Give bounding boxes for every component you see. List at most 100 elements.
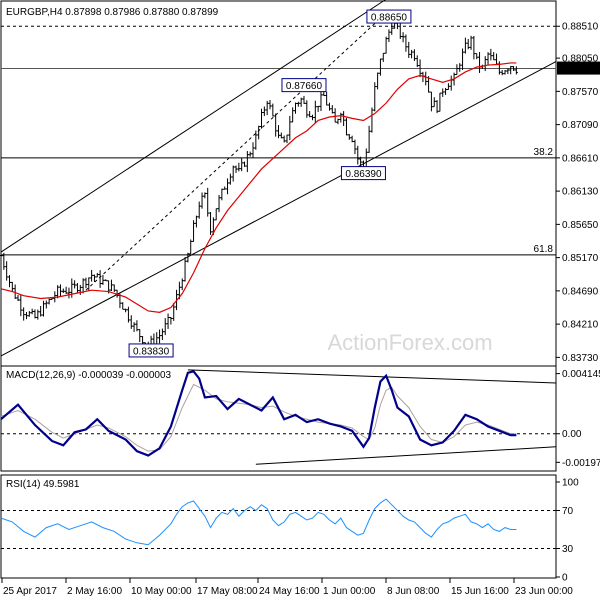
macd-trend-line <box>255 446 557 465</box>
ohlc-bar <box>370 107 374 133</box>
last-price-box <box>557 61 600 75</box>
ohlc-bar <box>61 288 65 294</box>
ohlc-bar <box>226 178 230 195</box>
watermark: ActionForex.com <box>327 330 492 355</box>
ohlc-bar <box>217 194 221 213</box>
ohlc-bar <box>237 162 241 172</box>
price-annotation: 0.87660 <box>281 78 327 93</box>
ohlc-bar <box>200 192 204 209</box>
ohlc-bar <box>325 91 329 106</box>
x-tick-label: 1 Jun 00:00 <box>323 586 376 597</box>
price-annotation-box <box>366 9 412 24</box>
price-y-tick-label: 0.88050 <box>562 54 599 65</box>
ohlc-bar <box>293 102 297 114</box>
ohlc-bar <box>192 220 196 242</box>
ohlc-bar <box>288 115 292 141</box>
price-y-tick-label: 0.86610 <box>562 153 599 164</box>
ohlc-bar <box>47 298 51 305</box>
ohlc-bar <box>285 134 289 144</box>
macd-y-tick-label: 0.00 <box>562 429 582 440</box>
price-y-tick-label: 0.86130 <box>562 187 599 198</box>
ohlc-bar <box>509 65 513 75</box>
ohlc-bar <box>489 48 493 61</box>
ohlc-bar <box>104 279 108 282</box>
macd-trend-line <box>187 369 557 384</box>
macd-layer: 0.004145 0.00 -0.001972 <box>0 369 600 469</box>
ohlc-bar <box>353 139 357 155</box>
ohlc-bar <box>342 111 346 127</box>
ohlc-bar <box>90 269 94 282</box>
price-y-tick-label: 0.85170 <box>562 253 599 264</box>
rsi-y-tick-label: 70 <box>562 506 574 517</box>
price-annotation-label: 0.83830 <box>133 346 170 357</box>
ohlc-bar <box>512 66 516 71</box>
ohlc-bar <box>500 70 504 76</box>
price-y-tick-label: 0.84210 <box>562 320 599 331</box>
ohlc-bar <box>2 252 6 270</box>
ohlc-bar <box>141 336 145 344</box>
ohlc-bar <box>333 108 337 123</box>
ohlc-bar <box>492 51 496 61</box>
ohlc-bar <box>78 284 82 295</box>
fib-level-label: 38.2 <box>534 147 554 158</box>
ohlc-bar <box>24 312 28 320</box>
fib-level-label: 61.8 <box>534 244 554 255</box>
ohlc-bar <box>248 151 252 157</box>
price-panel-frame <box>0 0 557 367</box>
macd-y-tick-label: -0.001972 <box>562 458 600 469</box>
ohlc-bar <box>44 300 48 309</box>
ohlc-bar <box>310 114 314 121</box>
price-annotation-label: 0.86390 <box>345 169 382 180</box>
ohlc-bar <box>472 35 476 60</box>
x-tick-label: 8 Jun 08:00 <box>387 586 440 597</box>
ohlc-bar <box>347 133 351 140</box>
price-annotation: 0.86390 <box>340 166 386 181</box>
ohlc-bar <box>458 63 462 72</box>
ohlc-bar <box>305 100 309 118</box>
last-price-label: 0.87899 <box>560 64 597 75</box>
ohlc-bar <box>415 55 419 68</box>
ohlc-bar <box>220 188 224 201</box>
price-annotation-label: 0.87660 <box>286 81 323 92</box>
ohlc-bar <box>98 270 102 288</box>
ohlc-bar <box>319 89 323 112</box>
ohlc-bar <box>262 106 266 117</box>
macd-y-tick-label: 0.004145 <box>562 369 600 380</box>
ohlc-bar <box>418 59 422 78</box>
price-layer: 38.2 61.8 0.88650 0.87660 0.86390 0.83830 0.88… <box>0 0 600 364</box>
ohlc-bar <box>268 100 272 110</box>
ohlc-bar <box>0 252 3 257</box>
ohlc-bar <box>279 132 283 139</box>
ohlc-bar <box>33 309 37 319</box>
ohlc-bar <box>16 294 20 302</box>
ohlc-bar <box>36 309 40 320</box>
rsi-y-tick-label: 30 <box>562 544 574 555</box>
ohlc-bar <box>356 145 360 165</box>
x-axis: 25 Apr 2017 2 May 16:00 10 May 00:00 17 May… <box>1 578 573 597</box>
price-y-tick-label: 0.83730 <box>562 353 599 364</box>
ohlc-bar <box>73 280 77 289</box>
ohlc-bar <box>13 284 17 299</box>
ohlc-bar <box>95 272 99 278</box>
rsi-panel-frame <box>0 474 557 579</box>
ohlc-bar <box>378 58 382 76</box>
ohlc-bar <box>243 161 247 167</box>
ohlc-bar <box>27 311 31 317</box>
price-annotation: 0.88650 <box>366 9 412 24</box>
ohlc-bar <box>277 125 280 139</box>
ohlc-bar <box>64 286 68 294</box>
x-tick-label: 17 May 08:00 <box>197 586 258 597</box>
ohlc-bar <box>441 88 445 97</box>
channel-mid-dashed <box>85 12 387 291</box>
ohlc-bar <box>183 257 187 282</box>
price-y-tick-label: 0.87090 <box>562 120 599 131</box>
ohlc-bar <box>344 117 348 136</box>
x-tick-label: 24 May 16:00 <box>259 586 320 597</box>
ohlc-bar <box>19 294 23 317</box>
ohlc-bar <box>302 95 306 104</box>
ohlc-bar <box>124 308 128 313</box>
rsi-panel-title: RSI(14) 49.5981 <box>6 479 80 490</box>
x-tick-label: 2 May 16:00 <box>67 586 122 597</box>
ohlc-bar <box>209 212 213 235</box>
